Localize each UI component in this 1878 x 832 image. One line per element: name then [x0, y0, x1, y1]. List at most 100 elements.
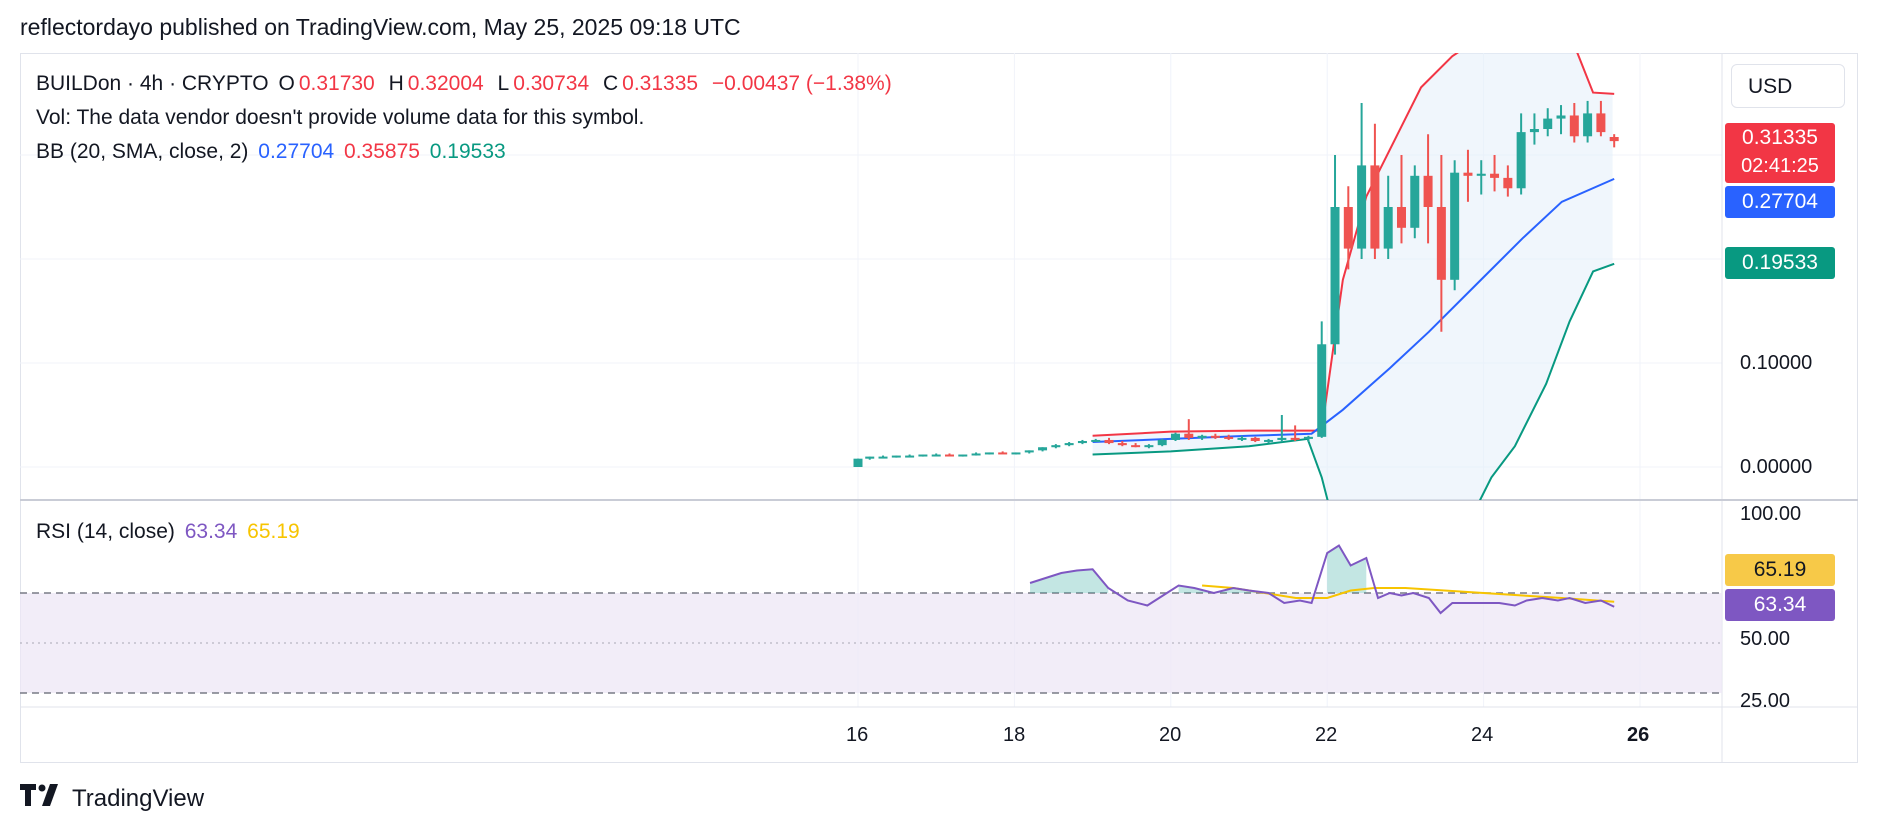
candle-body — [1210, 435, 1220, 438]
low-value: 0.30734 — [513, 72, 590, 95]
bb-basis-value: 0.27704 — [258, 140, 335, 163]
close-label: C — [602, 72, 619, 95]
time-tick-label: 16 — [846, 724, 869, 746]
candle-body — [905, 455, 915, 458]
candle-body — [1596, 113, 1606, 133]
candle-body — [984, 452, 994, 455]
rsi-overbought-fill — [1327, 545, 1367, 593]
candle-body — [1011, 452, 1021, 455]
candle-body — [1343, 207, 1353, 249]
candle-body — [1556, 115, 1566, 119]
price-pane — [853, 53, 1619, 500]
tradingview-logo-icon — [20, 784, 64, 813]
countdown-value: 02:41:25 — [1741, 155, 1819, 177]
rsi-ma-value: 65.19 — [247, 520, 300, 543]
low-label: L — [497, 72, 510, 95]
last-price-badge: 0.31335 02:41:25 — [1725, 123, 1835, 183]
candle-body — [1516, 132, 1526, 189]
currency-button[interactable]: USD — [1731, 64, 1845, 108]
rsi-ma-badge: 65.19 — [1725, 554, 1835, 586]
candle-body — [1290, 437, 1300, 440]
candle-body — [1450, 172, 1460, 280]
candle-body — [1064, 443, 1074, 446]
rsi-value: 63.34 — [184, 520, 238, 543]
price-tick-label: 0.10000 — [1740, 352, 1813, 374]
candle-body — [1463, 172, 1473, 176]
candle-body — [1077, 441, 1087, 444]
close-value: 0.31335 — [622, 72, 699, 95]
time-tick-label: 26 — [1627, 724, 1650, 746]
candle-body — [853, 458, 863, 467]
candle-body — [1091, 439, 1101, 442]
bb-legend[interactable]: BB (20, SMA, close, 2) 0.27704 0.35875 0… — [36, 140, 510, 164]
chart-frame — [20, 53, 1858, 763]
candle-body — [1370, 165, 1380, 249]
rsi-legend[interactable]: RSI (14, close) 63.34 65.19 — [36, 520, 304, 544]
candle-body — [1144, 445, 1154, 448]
candle-body — [1237, 437, 1247, 440]
candle-body — [1170, 433, 1180, 440]
tradingview-logo[interactable]: TradingView — [20, 784, 204, 813]
candle-body — [1423, 175, 1433, 207]
time-tick-label: 22 — [1315, 724, 1338, 746]
bb-basis-badge: 0.27704 — [1725, 186, 1835, 218]
candle-body — [1583, 113, 1593, 137]
bb-lower-value: 0.19533 — [429, 140, 506, 163]
candle-body — [1383, 207, 1393, 249]
symbol-legend[interactable]: BUILDon · 4h · CRYPTO O 0.31730 H 0.32004 … — [36, 72, 896, 96]
open-value: 0.31730 — [298, 72, 375, 95]
time-tick-label: 24 — [1471, 724, 1494, 746]
candle-body — [1609, 137, 1619, 142]
candle-body — [944, 454, 954, 457]
candle-body — [865, 456, 875, 459]
bb-lower-badge: 0.19533 — [1725, 247, 1835, 279]
bb-lower-line — [1092, 262, 1615, 500]
candle-body — [958, 454, 968, 457]
candle-body — [1250, 437, 1260, 441]
rsi-badge: 63.34 — [1725, 589, 1835, 621]
candle-body — [1184, 433, 1194, 438]
rsi-tick-label: 100.00 — [1740, 503, 1802, 525]
symbol-title[interactable]: BUILDon · 4h · CRYPTO — [36, 72, 269, 95]
rsi-label[interactable]: RSI (14, close) — [36, 520, 175, 543]
rsi-overbought-fill — [1030, 569, 1109, 593]
candle-body — [1303, 436, 1313, 439]
price-tick-label: 0.00000 — [1740, 456, 1813, 478]
bb-label[interactable]: BB (20, SMA, close, 2) — [36, 140, 249, 163]
bb-background-fill — [1092, 53, 1613, 500]
publisher-line: reflectordayo published on TradingView.c… — [20, 14, 741, 40]
candle-body — [1157, 439, 1167, 446]
candle-body — [1051, 445, 1061, 448]
candle-body — [1543, 118, 1553, 129]
candle-body — [1024, 450, 1034, 453]
candle-body — [918, 454, 928, 457]
volume-legend: Vol: The data vendor doesn't provide vol… — [36, 106, 645, 129]
candle-body — [931, 454, 941, 457]
candle-body — [1436, 207, 1446, 280]
candle-body — [1490, 173, 1500, 178]
candle-body — [1396, 207, 1406, 228]
candle-body — [1569, 115, 1579, 137]
candle-body — [1503, 177, 1513, 189]
bb-upper-value: 0.35875 — [344, 140, 420, 163]
time-tick-label: 20 — [1159, 724, 1182, 746]
candle-body — [1131, 445, 1141, 448]
candle-body — [1277, 437, 1287, 440]
time-tick-label: 18 — [1003, 724, 1026, 746]
high-label: H — [388, 72, 404, 95]
high-value: 0.32004 — [407, 72, 484, 95]
candle-body — [878, 456, 888, 459]
bb-basis-line — [1092, 177, 1615, 444]
candle-body — [971, 453, 981, 456]
candle-body — [1197, 435, 1207, 438]
change-value: −0.00437 (−1.38%) — [711, 72, 892, 95]
candle-body — [1317, 344, 1327, 437]
candle-body — [891, 455, 901, 458]
candle-body — [1038, 447, 1048, 451]
rsi-line — [1029, 544, 1615, 615]
candle-body — [1104, 439, 1114, 444]
rsi-tick-label: 25.00 — [1740, 690, 1791, 709]
tradingview-brand: TradingView — [72, 784, 205, 812]
bb-upper-line — [1092, 53, 1615, 437]
